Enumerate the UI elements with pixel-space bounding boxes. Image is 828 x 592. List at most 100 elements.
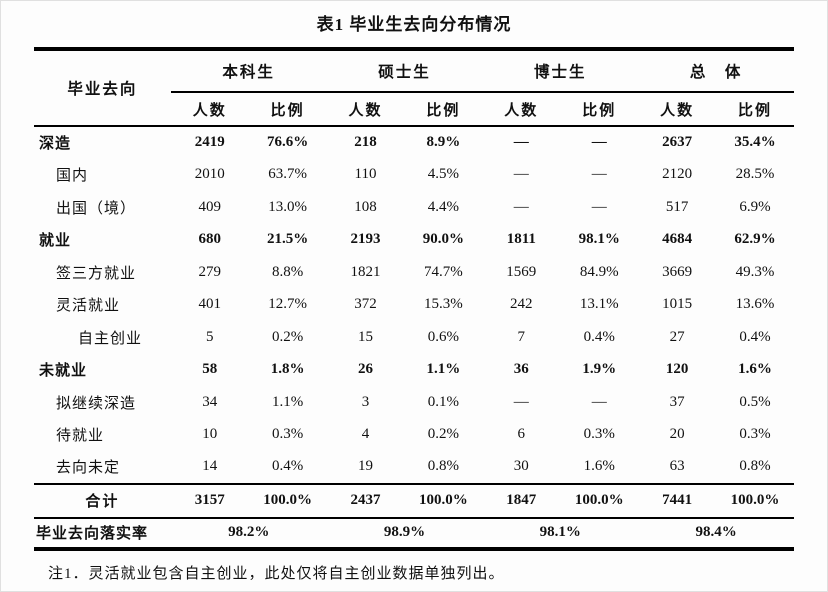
- row-label: 签三方就业: [56, 265, 137, 282]
- cell-value: 6.9%: [739, 198, 771, 215]
- total-value: 7441: [638, 482, 717, 518]
- table-row: 就业 680 21.5% 2193 90.0% 1811 98.1% 4684 62.9%: [34, 224, 794, 257]
- cell-value: 5: [205, 328, 214, 345]
- sub-header-7: 比例: [716, 92, 794, 127]
- sub-header-0: 人数: [170, 92, 249, 127]
- cell-value: 1.6%: [738, 361, 772, 378]
- cell-value: 21.5%: [267, 231, 309, 248]
- cell-value: 279: [198, 263, 221, 280]
- table-row: 签三方就业 279 8.8% 1821 74.7% 1569 84.9% 3669 49.3%: [34, 256, 794, 289]
- cell-value: 74.7%: [424, 263, 463, 280]
- cell-value: 3669: [662, 263, 693, 280]
- cell-value: 2637: [662, 134, 693, 151]
- cell-value: 8.9%: [426, 134, 461, 151]
- cell-value: 0.6%: [427, 328, 460, 345]
- cell-value: 58: [202, 361, 218, 378]
- table-row: 出国（境） 409 13.0% 108 4.4% — — 517 6.9%: [34, 191, 794, 224]
- total-value: 1847: [482, 482, 561, 518]
- sub-header-row: 人数 比例 人数 比例 人数 比例 人数 比例: [34, 92, 794, 127]
- total-value: 100.0%: [716, 482, 794, 518]
- table-title: 表1 毕业生去向分布情况: [316, 15, 512, 34]
- cell-value: 1811: [506, 231, 536, 248]
- rate-value: 98.1%: [482, 516, 639, 549]
- cell-value: —: [591, 166, 607, 183]
- cell-value: 49.3%: [735, 263, 775, 280]
- cell-value: 35.4%: [734, 134, 776, 151]
- row-label: 就业: [39, 233, 72, 250]
- cell-value: 1.1%: [426, 361, 461, 378]
- cell-value: 26: [358, 361, 374, 378]
- cell-value: 4: [361, 426, 370, 443]
- cell-value: 15: [358, 328, 374, 345]
- cell-value: 90.0%: [422, 231, 465, 248]
- cell-value: 14: [202, 458, 218, 475]
- cell-value: —: [513, 166, 529, 183]
- table-row: 灵活就业 401 12.7% 372 15.3% 242 13.1% 1015 13.6%: [34, 289, 794, 322]
- cell-value: 0.3%: [583, 426, 615, 443]
- cell-value: 0.1%: [427, 393, 460, 410]
- cell-value: 401: [198, 296, 221, 313]
- table-header: 毕业去向 本科生 硕士生 博士生总 体 人数 比例 人数 比例 人数 比例 人数 比例: [34, 49, 794, 127]
- cell-value: 108: [354, 198, 377, 215]
- placement-rate-row: 毕业去向落实率 98.2% 98.9% 98.1% 98.4%: [34, 516, 794, 549]
- row-label: 深造: [39, 136, 72, 153]
- table-row: 自主创业 5 0.2% 15 0.6% 7 0.4% 27 0.4%: [34, 321, 794, 354]
- total-value: 2437: [326, 482, 405, 518]
- sub-header-5: 比例: [560, 92, 639, 127]
- cell-value: 0.8%: [427, 458, 460, 475]
- cell-value: 1.9%: [582, 361, 617, 378]
- cell-value: 0.3%: [272, 426, 304, 443]
- cell-value: 6: [517, 426, 526, 443]
- cell-value: 12.7%: [268, 296, 307, 313]
- cell-value: 409: [198, 198, 221, 215]
- row-label: 灵活就业: [56, 298, 121, 315]
- group-header-1: 硕士生: [326, 49, 483, 93]
- cell-value: 0.4%: [272, 458, 304, 475]
- group-header-0: 本科生: [170, 49, 327, 93]
- row-label: 拟继续深造: [56, 395, 137, 412]
- cell-value: 242: [510, 296, 533, 313]
- cell-value: 63.7%: [268, 166, 307, 183]
- cell-value: 30: [513, 458, 529, 475]
- group-header-3: 总 体: [638, 49, 794, 93]
- cell-value: 7: [517, 328, 526, 345]
- corner-header: 毕业去向: [34, 49, 171, 127]
- cell-value: 27: [669, 328, 685, 345]
- rate-value: 98.4%: [638, 516, 794, 549]
- row-label: 待就业: [56, 428, 105, 445]
- cell-value: 517: [665, 198, 689, 215]
- rate-value: 98.9%: [326, 516, 483, 549]
- rate-row-label: 毕业去向落实率: [34, 516, 171, 549]
- cell-value: 76.6%: [267, 134, 309, 151]
- cell-value: 1.6%: [583, 458, 615, 475]
- cell-value: 98.1%: [578, 231, 620, 248]
- cell-value: 218: [354, 134, 377, 151]
- cell-value: 4684: [662, 231, 693, 248]
- cell-value: 0.2%: [427, 426, 460, 443]
- total-value: 100.0%: [248, 482, 327, 518]
- cell-value: 63: [669, 458, 685, 475]
- sub-header-3: 比例: [404, 92, 483, 127]
- cell-value: 4.5%: [427, 166, 460, 183]
- cell-value: 15.3%: [424, 296, 463, 313]
- graduate-destination-table: 毕业去向 本科生 硕士生 博士生总 体 人数 比例 人数 比例 人数 比例 人数 比例 深造 241…: [34, 47, 794, 551]
- cell-value: 0.3%: [739, 426, 771, 443]
- cell-value: 28.5%: [735, 166, 775, 183]
- group-header-row: 毕业去向 本科生 硕士生 博士生总 体: [34, 49, 794, 127]
- cell-value: 372: [354, 296, 377, 313]
- cell-value: 2419: [194, 134, 225, 151]
- cell-value: 1.1%: [272, 393, 304, 410]
- cell-value: 13.6%: [735, 296, 775, 313]
- total-value: 3157: [170, 482, 249, 518]
- total-value: 100.0%: [560, 482, 639, 518]
- total-row: 合计 3157 100.0% 2437 100.0% 1847 100.0% 7441 100…: [34, 482, 794, 518]
- cell-value: —: [591, 198, 607, 215]
- table-row: 国内 2010 63.7% 110 4.5% — — 2120 28.5%: [34, 159, 794, 192]
- cell-value: 2120: [662, 166, 693, 183]
- sub-header-2: 人数: [326, 92, 405, 127]
- cell-value: 1821: [350, 263, 381, 280]
- cell-value: 3: [361, 393, 370, 410]
- cell-value: 680: [198, 231, 221, 248]
- sub-header-1: 比例: [248, 92, 327, 127]
